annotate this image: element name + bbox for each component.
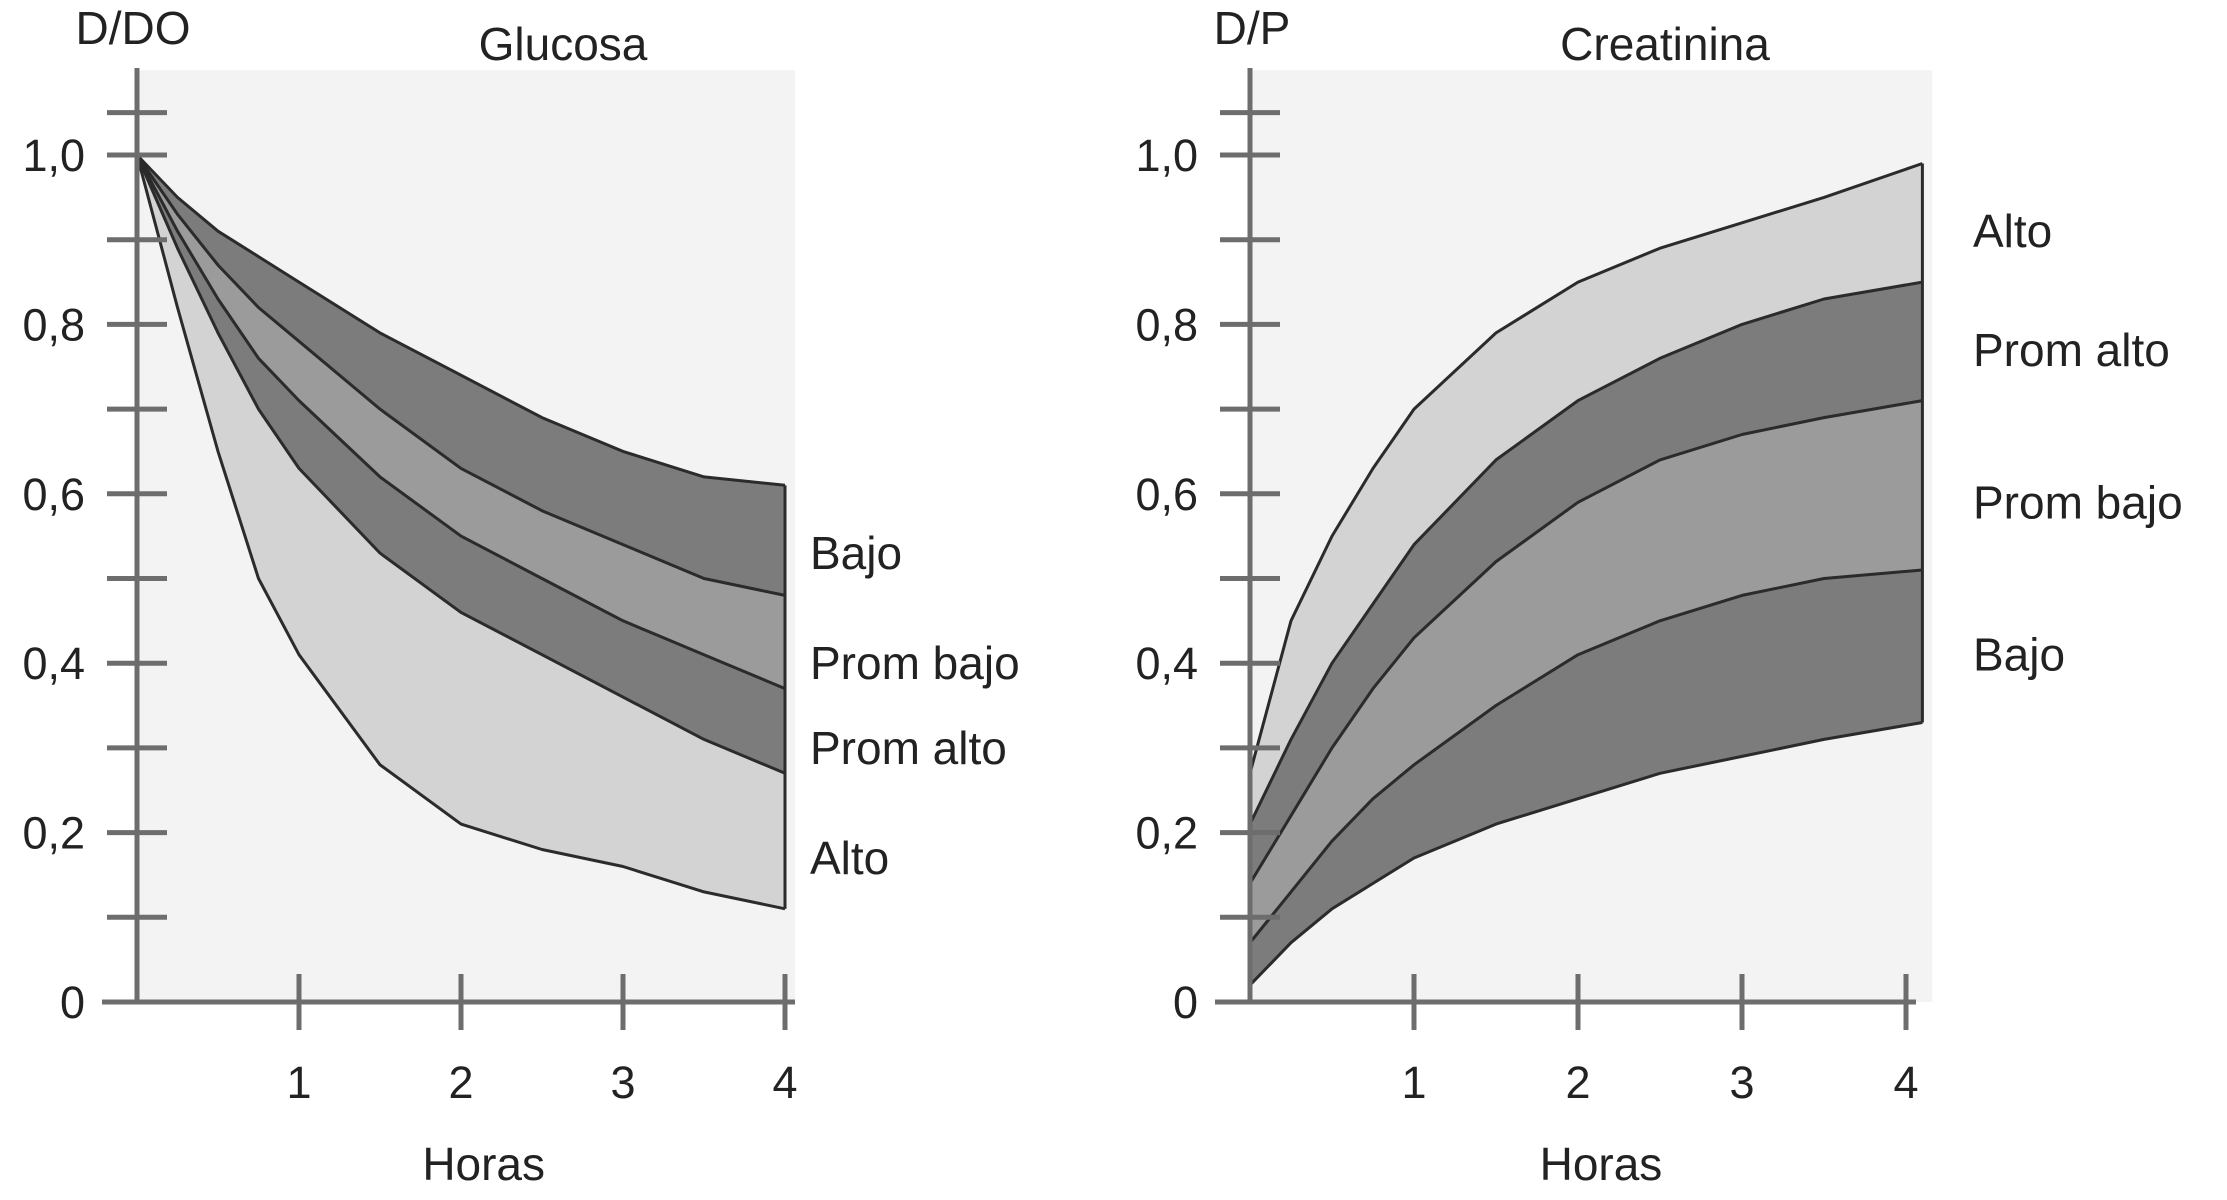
band-prom-alto	[137, 155, 785, 774]
y-tick-label: 1,0	[22, 130, 85, 181]
x-tick-label: 4	[772, 1057, 797, 1108]
y-tick-label: 0,2	[1135, 808, 1198, 859]
y-tick-label: 0,4	[1135, 638, 1198, 689]
x-tick-label: 1	[286, 1057, 311, 1108]
band-prom-bajo	[1250, 400, 1923, 943]
glucosa-chart: 0 0,2 0,4 0,6 0,8 1,0 1 2 3 4 Glucosa D/DO Horas Bajo…	[22, 2, 1019, 1190]
series-line-1	[135, 154, 786, 597]
series-line-4	[1248, 721, 1923, 987]
band-label: Prom alto	[810, 722, 1007, 774]
chart-title: Creatinina	[1560, 18, 1770, 70]
y-tick-label: 0,4	[22, 638, 85, 689]
series-line-0	[1248, 162, 1923, 774]
x-axis-label: Horas	[422, 1138, 545, 1190]
series-line-1	[1248, 280, 1923, 825]
band-prom-alto	[1250, 282, 1923, 884]
band-label: Alto	[810, 832, 889, 884]
y-tick-label: 0	[1173, 977, 1198, 1028]
x-tick-label: 1	[1401, 1057, 1426, 1108]
y-tick-label: 0,8	[1135, 299, 1198, 350]
chart-title: Glucosa	[479, 18, 648, 70]
y-tick-label: 0,6	[1135, 469, 1198, 520]
band-label: Prom bajo	[1973, 476, 2183, 528]
y-tick-label: 0,8	[22, 299, 85, 350]
band-label: Alto	[1973, 205, 2052, 257]
creatinina-chart: 0 0,2 0,4 0,6 0,8 1,0 1 2 3 4 Creatinina D/P Horas Al…	[1135, 2, 2182, 1190]
x-tick-label: 2	[448, 1057, 473, 1108]
y-axis-label: D/P	[1214, 2, 1291, 54]
y-axis-label: D/DO	[76, 2, 191, 54]
band-alto	[137, 155, 785, 909]
band-prom-bajo	[137, 155, 785, 689]
band-label: Prom alto	[1973, 324, 2170, 376]
band-alto	[1250, 163, 1923, 825]
y-tick-label: 0,2	[22, 808, 85, 859]
series-line-3	[135, 154, 786, 775]
series-line-2	[1248, 399, 1923, 885]
x-axis-label: Horas	[1540, 1138, 1663, 1190]
x-tick-label: 3	[610, 1057, 635, 1108]
series-line-4	[135, 154, 786, 911]
series-line-3	[1248, 568, 1923, 944]
x-tick-label: 4	[1893, 1057, 1918, 1108]
y-tick-label: 1,0	[1135, 130, 1198, 181]
x-tick-label: 2	[1565, 1057, 1590, 1108]
series-line-2	[135, 154, 786, 690]
band-label: Prom bajo	[810, 637, 1020, 689]
band-bajo	[1250, 570, 1923, 986]
y-tick-label: 0,6	[22, 469, 85, 520]
series-line-0	[135, 153, 786, 487]
y-tick-label: 0	[60, 977, 85, 1028]
x-tick-label: 3	[1729, 1057, 1754, 1108]
band-label: Bajo	[810, 527, 902, 579]
band-label: Bajo	[1973, 629, 2065, 681]
